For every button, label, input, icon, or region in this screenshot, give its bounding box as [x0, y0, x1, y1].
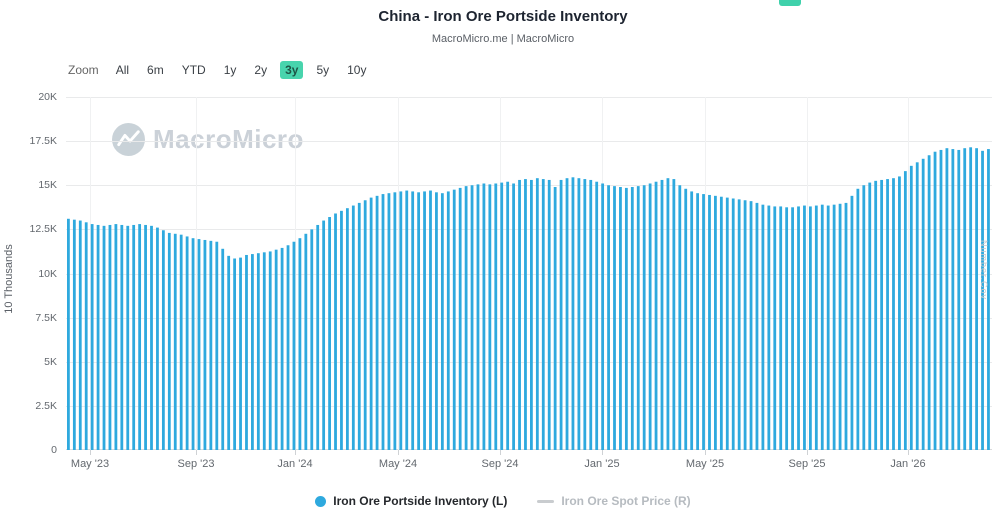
zoom-ranges: All 6m YTD 1y 2y 3y 5y 10y [111, 61, 372, 79]
y-axis-tick-label: 7.5K [35, 311, 57, 324]
y-axis-tick-label: 20K [38, 91, 57, 103]
y-gridline [66, 317, 992, 319]
zoom-range-ytd[interactable]: YTD [177, 61, 211, 79]
top-accent-fragment [779, 0, 801, 6]
x-axis-tick-mark [398, 450, 399, 455]
x-axis-tick-label: Jan '25 [584, 458, 620, 470]
zoom-range-all[interactable]: All [111, 61, 134, 79]
y-gridline [66, 229, 992, 231]
x-axis-tick-mark [908, 450, 909, 455]
x-gridline [705, 97, 706, 450]
zoom-range-2y[interactable]: 2y [249, 61, 272, 79]
x-axis-tick-mark [500, 450, 501, 455]
chart-legend: Iron Ore Portside Inventory (L) Iron Ore … [0, 494, 1006, 508]
x-axis-tick-mark [705, 450, 706, 455]
zoom-range-10y[interactable]: 10y [342, 61, 371, 79]
x-axis-tick-label: Jan '24 [277, 458, 313, 470]
y-gridline [66, 449, 992, 450]
zoom-range-6m[interactable]: 6m [142, 61, 169, 79]
x-axis-tick-mark [807, 450, 808, 455]
y-axis-tick-label: 15K [38, 179, 57, 192]
x-gridline [90, 97, 91, 450]
legend-line-marker [537, 499, 555, 503]
legend-item-spot-price[interactable]: Iron Ore Spot Price (R) [537, 494, 691, 508]
y-axis-title: 10 Thousands [3, 244, 15, 314]
y-axis-tick-label: 17.5K [29, 135, 57, 148]
x-axis-tick-label: Sep '25 [788, 458, 826, 470]
y-gridline [66, 141, 992, 143]
legend-label: Iron Ore Portside Inventory (L) [333, 494, 508, 508]
y-axis-tick-label: 12.5K [29, 223, 57, 236]
legend-item-inventory[interactable]: Iron Ore Portside Inventory (L) [315, 494, 507, 508]
zoom-range-3y[interactable]: 3y [280, 61, 304, 79]
x-axis-tick-mark [295, 450, 296, 455]
x-gridline [196, 97, 197, 450]
zoom-range-1y[interactable]: 1y [219, 61, 242, 79]
legend-label: Iron Ore Spot Price (R) [561, 494, 691, 508]
zoom-range-5y[interactable]: 5y [311, 61, 334, 79]
x-axis-tick-label: Jan '26 [890, 458, 926, 470]
x-axis-tick-label: Sep '24 [481, 458, 519, 470]
inventory-bars-series[interactable] [66, 97, 992, 450]
y-gridline [66, 185, 992, 187]
page-title: China - Iron Ore Portside Inventory [378, 8, 628, 25]
x-axis-tick-label: May '25 [685, 458, 725, 470]
x-gridline [398, 97, 399, 450]
y-axis-tick-label: 2.5K [35, 399, 57, 412]
plot-area[interactable]: MacroMicro 0 2.5K 5K 7.5K 10K 12.5K 15K 17.5K 20… [30, 91, 992, 470]
x-gridline [295, 97, 296, 450]
zoom-label: Zoom [68, 63, 99, 77]
y-axis-tick-label: 5K [44, 355, 57, 368]
y-axis-tick-label: 10K [38, 267, 57, 280]
right-vertical-text: Number.Cov [979, 239, 989, 301]
page-subtitle: MacroMicro.me | MacroMicro [431, 33, 575, 45]
x-gridline [807, 97, 808, 450]
x-gridline [908, 97, 909, 450]
x-axis-tick-label: Sep '23 [177, 458, 215, 470]
x-axis-tick-label: May '23 [70, 458, 110, 470]
x-axis-tick-mark [90, 450, 91, 455]
y-gridline [66, 361, 992, 363]
y-axis-tick-label: 0 [51, 444, 57, 456]
y-gridline [66, 273, 992, 275]
zoom-toolbar: Zoom All 6m YTD 1y 2y 3y 5y 10y [68, 61, 371, 79]
x-axis-tick-label: May '24 [378, 458, 418, 470]
y-gridline [66, 97, 992, 98]
legend-circle-marker [315, 495, 327, 507]
x-axis-tick-mark [196, 450, 197, 455]
y-gridline [66, 405, 992, 407]
x-axis-tick-mark [602, 450, 603, 455]
